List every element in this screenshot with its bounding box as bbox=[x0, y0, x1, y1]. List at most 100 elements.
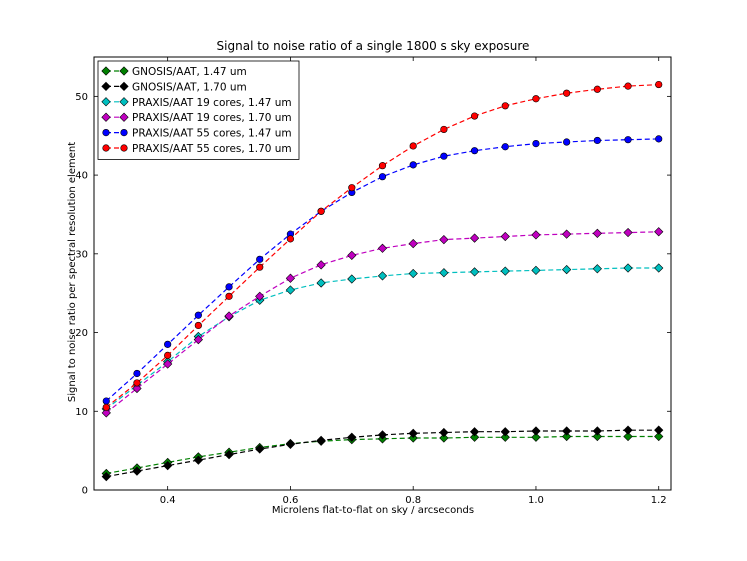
data-point bbox=[592, 431, 602, 442]
y-tick-label: 30 bbox=[75, 249, 88, 260]
data-point bbox=[532, 95, 540, 103]
data-point bbox=[285, 439, 296, 449]
data-point bbox=[469, 233, 480, 243]
data-point bbox=[469, 267, 480, 277]
legend-label: GNOSIS/AAT, 1.70 um bbox=[132, 81, 247, 93]
series-line bbox=[105, 267, 659, 410]
data-point bbox=[624, 136, 632, 144]
x-tick-label: 1.2 bbox=[651, 495, 667, 506]
data-point bbox=[347, 274, 357, 284]
data-point bbox=[562, 264, 572, 275]
legend-marker bbox=[101, 81, 111, 92]
data-point bbox=[655, 135, 663, 143]
y-axis-title: Signal to noise ratio per spectral resol… bbox=[67, 142, 78, 402]
data-point bbox=[531, 230, 541, 240]
legend-marker bbox=[101, 66, 111, 76]
data-point bbox=[654, 431, 664, 442]
data-point bbox=[439, 235, 449, 245]
data-point bbox=[102, 397, 110, 405]
data-point bbox=[470, 147, 479, 155]
data-point bbox=[255, 291, 265, 301]
data-point bbox=[500, 427, 510, 437]
data-point bbox=[378, 173, 387, 181]
legend-marker bbox=[119, 81, 129, 92]
legend-marker bbox=[119, 112, 129, 122]
data-point bbox=[593, 136, 601, 145]
data-point bbox=[133, 379, 141, 387]
data-point bbox=[101, 408, 111, 418]
data-point bbox=[225, 283, 233, 291]
x-tick-label: 0.8 bbox=[405, 495, 421, 506]
series-line bbox=[105, 231, 659, 414]
data-point bbox=[194, 311, 202, 319]
legend-marker bbox=[120, 144, 128, 152]
y-tick-label: 0 bbox=[82, 486, 88, 497]
data-point bbox=[377, 271, 388, 281]
data-point bbox=[593, 85, 601, 93]
data-point bbox=[102, 403, 110, 411]
legend-marker bbox=[102, 144, 110, 152]
data-point bbox=[563, 138, 571, 146]
data-point bbox=[256, 255, 264, 263]
x-axis-title: Microlens flat-to-flat on sky / arcsecon… bbox=[272, 505, 474, 516]
data-point bbox=[163, 359, 173, 369]
plot-frame bbox=[93, 56, 672, 491]
data-point bbox=[532, 140, 540, 148]
data-point bbox=[623, 431, 633, 442]
data-point bbox=[408, 238, 418, 249]
series-2 bbox=[101, 425, 664, 482]
data-point bbox=[409, 161, 417, 169]
data-point bbox=[194, 321, 202, 330]
legend-label: GNOSIS/AAT, 1.47 um bbox=[132, 66, 247, 78]
data-point bbox=[286, 235, 295, 243]
data-point bbox=[623, 425, 633, 435]
legend-marker bbox=[120, 129, 128, 137]
x-tick-label: 1.0 bbox=[528, 495, 544, 506]
data-point bbox=[377, 243, 388, 253]
data-point bbox=[164, 351, 172, 359]
data-point bbox=[408, 433, 418, 443]
data-point bbox=[347, 432, 357, 442]
data-point bbox=[592, 228, 602, 238]
legend-marker bbox=[102, 129, 110, 137]
data-point bbox=[378, 162, 387, 170]
series-5 bbox=[102, 135, 663, 405]
data-point bbox=[440, 125, 448, 134]
data-point bbox=[164, 340, 172, 348]
data-point bbox=[624, 82, 632, 90]
data-point bbox=[654, 263, 664, 273]
data-point bbox=[623, 227, 633, 238]
data-point bbox=[562, 431, 572, 442]
legend-marker bbox=[119, 66, 129, 76]
x-tick-label: 0.4 bbox=[160, 495, 176, 506]
data-point bbox=[317, 207, 325, 215]
data-point bbox=[255, 444, 265, 454]
data-point bbox=[623, 263, 633, 273]
data-point bbox=[470, 112, 479, 120]
data-point bbox=[316, 260, 326, 270]
data-point bbox=[224, 449, 234, 460]
data-point bbox=[469, 427, 480, 437]
legend-label: PRAXIS/AAT 55 cores, 1.47 um bbox=[132, 128, 292, 140]
data-point bbox=[500, 432, 510, 442]
data-point bbox=[408, 428, 418, 438]
data-point bbox=[285, 285, 296, 295]
data-point bbox=[132, 383, 142, 394]
data-point bbox=[531, 432, 541, 442]
legend-label: PRAXIS/AAT 19 cores, 1.47 um bbox=[132, 97, 292, 109]
series-4 bbox=[101, 227, 664, 418]
x-tick-label: 0.6 bbox=[282, 495, 298, 506]
data-point bbox=[101, 471, 111, 482]
data-point bbox=[408, 268, 418, 279]
legend-marker bbox=[119, 97, 129, 107]
data-point bbox=[347, 250, 357, 261]
data-point bbox=[592, 264, 602, 274]
data-point bbox=[439, 427, 449, 438]
y-tick-label: 10 bbox=[75, 407, 88, 418]
data-point bbox=[592, 426, 602, 436]
data-point bbox=[655, 80, 663, 89]
chart-title: Signal to noise ratio of a single 1800 s… bbox=[217, 39, 530, 53]
data-point bbox=[256, 263, 264, 271]
legend-label: PRAXIS/AAT 19 cores, 1.70 um bbox=[132, 112, 292, 124]
data-point bbox=[654, 425, 664, 435]
